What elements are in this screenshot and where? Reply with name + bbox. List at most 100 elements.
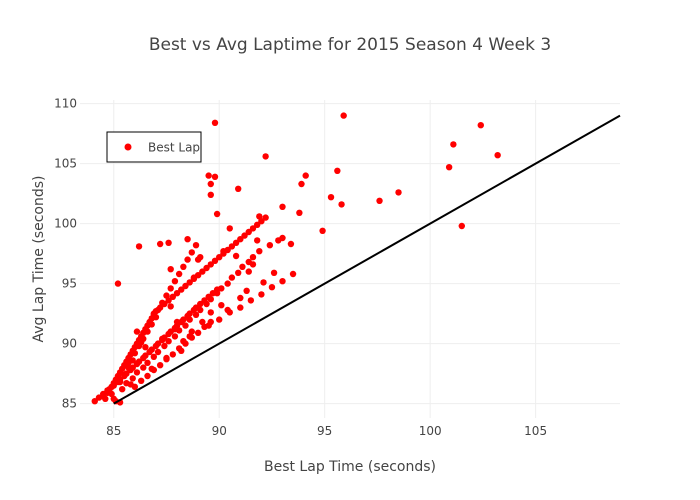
x-tick-label: 85 (106, 424, 121, 438)
data-point (207, 180, 214, 188)
data-point (258, 218, 265, 225)
chart-title: Best vs Avg Laptime for 2015 Season 4 We… (149, 35, 551, 55)
y-tick-label: 95 (62, 277, 77, 291)
data-point (256, 213, 263, 220)
data-point (159, 299, 166, 306)
data-point (190, 275, 198, 282)
data-point (376, 197, 383, 204)
data-point (167, 266, 174, 273)
data-point (91, 398, 98, 405)
data-point (154, 306, 162, 314)
data-point (262, 214, 269, 221)
data-point (125, 364, 132, 371)
data-point (395, 189, 402, 196)
data-point (163, 292, 170, 299)
data-point (199, 318, 206, 326)
data-point (235, 185, 242, 192)
y-tick-label: 110 (54, 97, 77, 111)
data-point (477, 122, 484, 129)
data-point (216, 316, 223, 323)
legend-marker (124, 143, 132, 151)
data-point (224, 246, 231, 254)
data-point (131, 350, 139, 357)
data-point (180, 263, 187, 270)
data-point (137, 377, 145, 384)
data-point (169, 351, 177, 358)
data-point (171, 326, 179, 333)
data-point (148, 365, 155, 372)
data-point (338, 201, 345, 208)
data-point (121, 371, 128, 378)
data-point (226, 225, 233, 232)
data-point (148, 346, 155, 353)
data-point (114, 280, 122, 287)
reference-line (113, 114, 621, 405)
data-point (186, 333, 193, 340)
data-point (135, 358, 143, 365)
data-point (302, 172, 309, 179)
data-point (207, 309, 214, 316)
data-point (133, 369, 141, 376)
data-point (156, 362, 164, 369)
data-point (239, 263, 246, 270)
data-point (144, 328, 151, 335)
data-point (167, 285, 174, 292)
data-point (203, 264, 210, 272)
legend-label-best-lap: Best Lap (148, 141, 200, 155)
data-point (224, 306, 231, 314)
data-point (211, 173, 219, 180)
data-point (203, 300, 210, 308)
data-point (245, 258, 252, 266)
data-point (279, 278, 286, 285)
data-point (110, 382, 117, 389)
data-point (327, 194, 335, 201)
data-point (296, 209, 303, 216)
data-point (178, 347, 185, 354)
data-point (197, 300, 204, 308)
data-point (287, 240, 295, 248)
data-point (243, 287, 250, 294)
data-point (340, 112, 347, 119)
data-point (186, 310, 193, 317)
data-point (237, 304, 244, 311)
data-point (182, 322, 189, 329)
data-point (249, 225, 257, 232)
data-point (175, 270, 183, 278)
data-point (171, 278, 179, 285)
data-point (129, 375, 136, 382)
data-point (165, 338, 172, 345)
x-axis-ticks: 85 90 95 100 105 (106, 424, 547, 438)
data-point (194, 272, 202, 279)
data-point (135, 243, 143, 250)
data-point (188, 249, 195, 256)
data-point (142, 352, 149, 359)
data-point (207, 261, 214, 268)
x-tick-label: 90 (212, 424, 227, 438)
data-point (211, 257, 219, 264)
data-point (165, 239, 172, 246)
data-point (253, 221, 261, 228)
x-tick-label: 100 (419, 424, 442, 438)
data-point (232, 252, 240, 260)
data-point (199, 268, 206, 275)
data-point (154, 348, 162, 356)
data-point (144, 372, 151, 380)
data-point (167, 303, 174, 310)
x-tick-label: 105 (524, 424, 547, 438)
data-point (258, 291, 265, 298)
data-point (207, 191, 214, 198)
legend[interactable]: Best Lap (106, 131, 202, 163)
data-point (186, 279, 193, 286)
data-point (154, 340, 162, 347)
data-point (205, 322, 212, 329)
data-point (245, 228, 252, 236)
data-point (127, 381, 134, 388)
data-point (125, 359, 132, 366)
data-point (106, 386, 113, 393)
data-point (268, 284, 276, 291)
y-axis-ticks: 85 90 95 100 105 110 (54, 97, 77, 411)
data-point (228, 274, 236, 281)
y-tick-label: 85 (62, 397, 77, 411)
data-point (262, 153, 269, 160)
